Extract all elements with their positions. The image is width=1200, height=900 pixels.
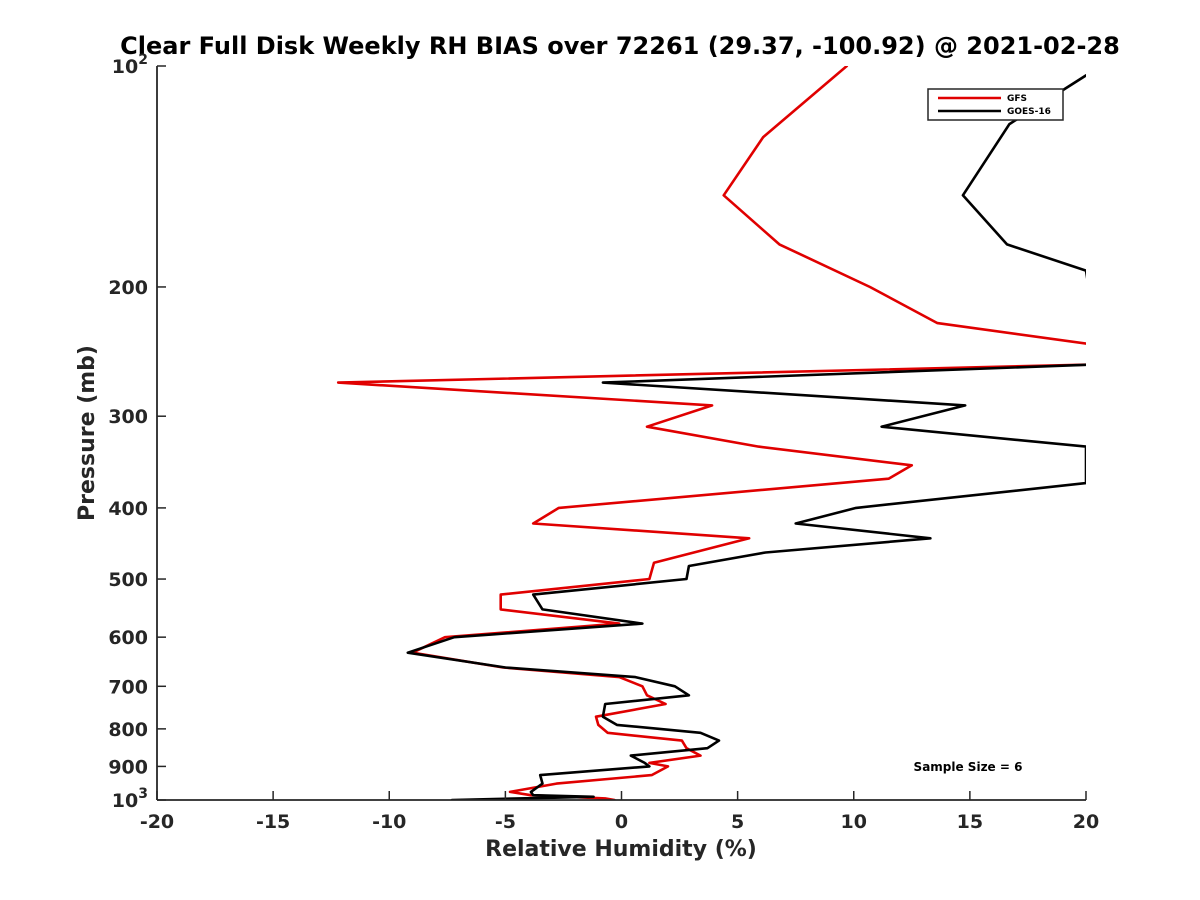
y-tick-label: 600 [108, 627, 148, 649]
series-layer [336, 66, 1086, 800]
chart-title: Clear Full Disk Weekly RH BIAS over 7226… [120, 32, 1120, 60]
y-tick-labels: 102 200 300 400 500 600 700 800 900 103 [108, 52, 148, 812]
legend-label-goes16: GOES-16 [1007, 107, 1051, 117]
x-tick-label: -10 [372, 811, 406, 833]
x-tick-label: -15 [256, 811, 290, 833]
x-tick-label: 10 [841, 811, 867, 833]
x-axis-label: Relative Humidity (%) [485, 837, 757, 862]
y-tick-label: 103 [112, 786, 148, 812]
sample-size-annotation: Sample Size = 6 [914, 760, 1023, 774]
x-tick-labels: -20 -15 -10 -5 0 5 10 15 20 [140, 811, 1099, 833]
x-tick-label: 0 [615, 811, 628, 833]
series-line-goes16 [406, 74, 1086, 800]
x-tick-label: -20 [140, 811, 174, 833]
axes-layer [156, 65, 1087, 801]
y-tick-label: 102 [112, 52, 148, 78]
x-tick-label: 5 [731, 811, 744, 833]
y-tick-label: 500 [108, 569, 148, 591]
y-tick-label: 700 [108, 676, 148, 698]
legend-box [927, 88, 1064, 121]
legend: GFS GOES-16 [927, 88, 1064, 121]
y-axis-label: Pressure (mb) [75, 345, 100, 521]
legend-label-gfs: GFS [1007, 94, 1027, 104]
y-tick-label: 800 [108, 719, 148, 741]
x-tick-label: -5 [495, 811, 516, 833]
y-tick-label: 400 [108, 498, 148, 520]
y-tick-label: 300 [108, 406, 148, 428]
plot-area [156, 65, 1087, 801]
x-tick-label: 15 [957, 811, 983, 833]
y-tick-label: 900 [108, 756, 148, 778]
x-tick-label: 20 [1073, 811, 1099, 833]
y-tick-label: 200 [108, 277, 148, 299]
series-line-gfs [336, 66, 1086, 800]
